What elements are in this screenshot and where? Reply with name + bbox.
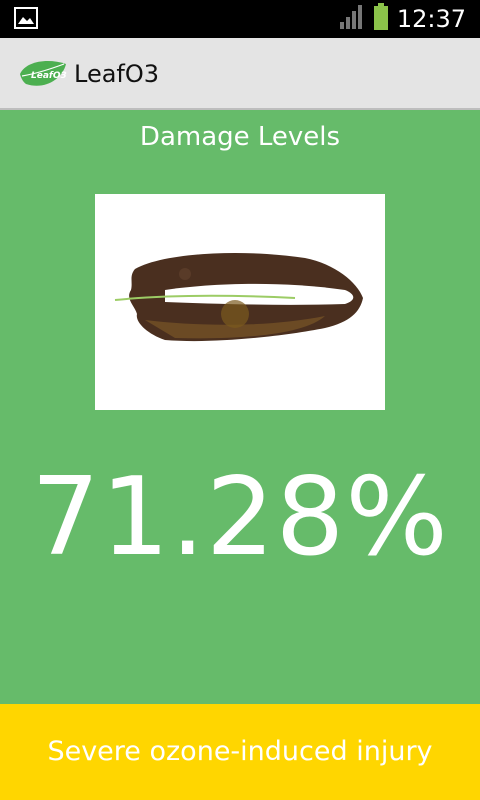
status-bar: 12:37	[0, 0, 480, 38]
damage-percentage: 71.28%	[31, 455, 449, 580]
image-notification-icon	[14, 7, 38, 29]
battery-icon	[373, 3, 389, 35]
leaf-image	[95, 194, 385, 410]
logo-text: LeafO3	[31, 71, 67, 81]
result-label: Severe ozone-induced injury	[47, 736, 433, 767]
status-time: 12:37	[396, 5, 466, 33]
leaf-logo-icon[interactable]: LeafO3	[18, 58, 68, 90]
status-right: 12:37	[339, 3, 466, 35]
result-bar: Severe ozone-induced injury	[0, 704, 480, 800]
signal-icon	[339, 4, 365, 34]
main-content: Damage Levels 71.28%	[0, 110, 480, 704]
section-title: Damage Levels	[139, 122, 341, 152]
action-bar: LeafO3 LeafO3	[0, 38, 480, 110]
app-title: LeafO3	[74, 60, 160, 88]
